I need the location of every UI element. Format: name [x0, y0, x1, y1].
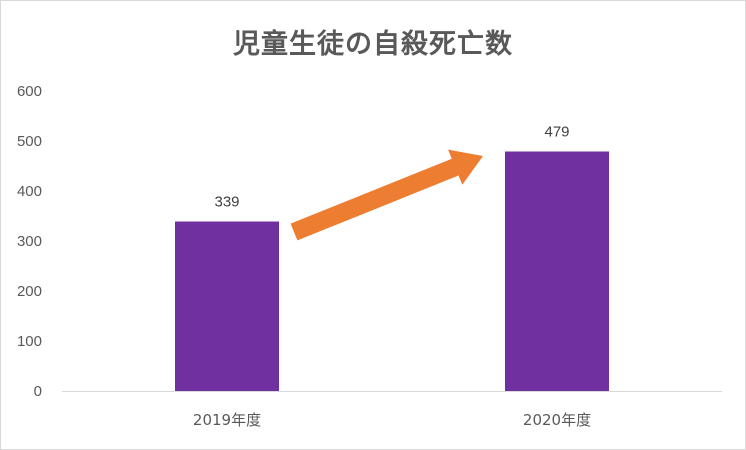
- x-tick-label: 2020年度: [523, 411, 591, 429]
- x-tick-label: 2019年度: [193, 411, 261, 429]
- y-tick-label: 0: [34, 383, 42, 400]
- bar: [175, 221, 279, 391]
- y-tick-label: 500: [17, 133, 42, 150]
- y-tick-label: 300: [17, 233, 42, 250]
- y-tick-label: 600: [17, 83, 42, 100]
- y-tick-label: 200: [17, 283, 42, 300]
- data-label: 479: [544, 124, 569, 141]
- y-tick-label: 400: [17, 183, 42, 200]
- trend-arrow-icon: [290, 149, 483, 241]
- data-label: 339: [214, 194, 239, 211]
- bar: [505, 151, 609, 391]
- chart-title: 児童生徒の自殺死亡数: [233, 29, 513, 60]
- y-tick-label: 100: [17, 333, 42, 350]
